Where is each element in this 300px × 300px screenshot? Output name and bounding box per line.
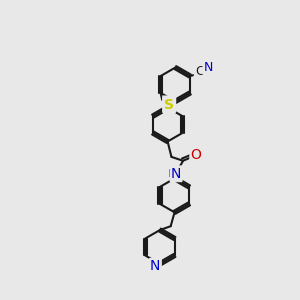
Text: O: O bbox=[191, 148, 202, 162]
Text: C: C bbox=[195, 64, 204, 77]
Text: N: N bbox=[171, 167, 181, 181]
Text: S: S bbox=[164, 98, 174, 112]
Text: N: N bbox=[204, 61, 213, 74]
Text: H: H bbox=[168, 169, 176, 179]
Text: N: N bbox=[150, 259, 160, 273]
